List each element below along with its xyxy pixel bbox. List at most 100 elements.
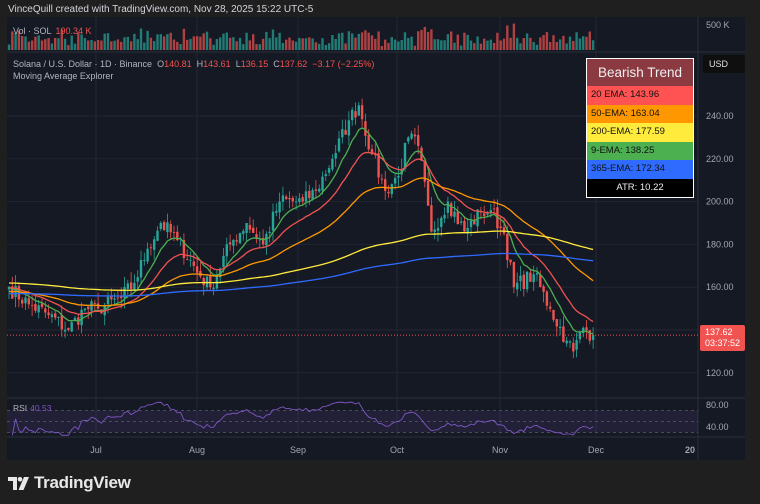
volume-bar [146,30,149,50]
volume-bar [568,36,572,50]
candle-body [410,133,413,139]
bar-countdown: 03:37:52 [705,338,741,348]
volume-bar [440,40,443,50]
candle-body [268,231,271,234]
candle-body [532,274,535,283]
volume-bar [450,31,453,50]
ema-365-row: 365-EMA: 172.34 [587,160,693,179]
volume-bar [96,39,100,50]
volume-bar [265,31,268,50]
volume-bar [311,38,314,50]
high-label: H [196,59,204,69]
volume-bar [532,42,535,50]
volume-bar [509,37,512,50]
volume-bar [489,39,492,50]
ema-50-row: 50-EMA: 163.04 [587,104,693,123]
candle-body [192,261,195,266]
rsi-tick-label: 80.00 [706,400,729,410]
candle-body [232,239,235,246]
volume-bar [248,40,252,50]
price-tick-label: 120.00 [706,368,734,378]
volume-bar [126,36,129,50]
volume-bar [278,32,281,50]
volume-bar [219,37,222,50]
candle-body [413,134,417,137]
candle-body [133,282,136,290]
candle-body [450,203,453,217]
logo-text: TradingView [34,473,131,492]
candle-body [417,135,420,146]
volume-bar [486,40,489,50]
candle-body [34,303,37,311]
candle-body [529,272,532,282]
candle-body [120,296,123,298]
candle-body [407,137,410,142]
candle-body [47,312,50,316]
ema-20-row: 20 EMA: 143.96 [587,86,693,105]
volume-bar [535,44,539,50]
candle-body [539,274,542,287]
candle-body [374,153,377,156]
volume-bar [410,36,413,50]
candle-body [387,191,390,194]
candle-body [182,240,186,259]
tradingview-logo[interactable]: TradingView [8,473,131,493]
candle-body [169,223,172,233]
volume-bar [341,32,344,50]
time-tick-label: Nov [492,445,509,455]
candle-body [261,238,265,245]
candle-body [258,239,261,241]
atr-row: ATR: 10.22 [587,178,693,197]
candle-body [525,271,529,290]
volume-bar [27,41,30,50]
time-tick-label: Sep [290,445,306,455]
volume-bar [139,28,143,50]
volume-bar [344,43,347,50]
volume-bar [443,40,446,50]
tradingview-logo-icon [8,476,29,490]
time-tick-label: Dec [588,445,605,455]
volume-bar [519,43,522,50]
volume-bar [176,41,179,50]
volume-bar [436,39,440,50]
candle-body [572,342,575,352]
volume-bar [390,37,393,50]
candle-body [126,283,129,289]
volume-bar [479,43,483,50]
volume-bar [186,39,189,50]
volume-bar [285,39,288,50]
currency-button[interactable]: USD [703,55,745,73]
candle-body [265,233,268,246]
study-name[interactable]: Moving Average Explorer [13,71,114,81]
candle-body [110,295,113,300]
candle-body [370,149,374,155]
volume-bar [100,40,103,50]
ema-20-line [8,151,594,323]
volume-bar [271,29,275,50]
candle-body [80,309,83,326]
volume-bar [54,38,57,50]
volume-bar [364,30,367,50]
candle-body [143,260,146,262]
candle-body [578,332,582,340]
candle-body [456,211,459,225]
candle-body [390,184,393,195]
volume-bar [417,31,420,50]
volume-bar [120,41,123,50]
volume-bar [337,33,341,50]
volume-bar [377,31,380,50]
candle-body [129,282,133,289]
candle-body [285,196,288,200]
candle-body [476,209,479,227]
volume-bar [525,33,529,50]
candle-body [311,190,314,200]
volume-bar [374,38,377,50]
candle-body [215,275,219,289]
volume-bar [228,37,232,50]
candle-body [357,105,360,116]
ema-50-line [8,177,594,307]
volume-bar [11,31,14,50]
volume-bar [545,32,549,50]
volume-bar [179,44,182,50]
